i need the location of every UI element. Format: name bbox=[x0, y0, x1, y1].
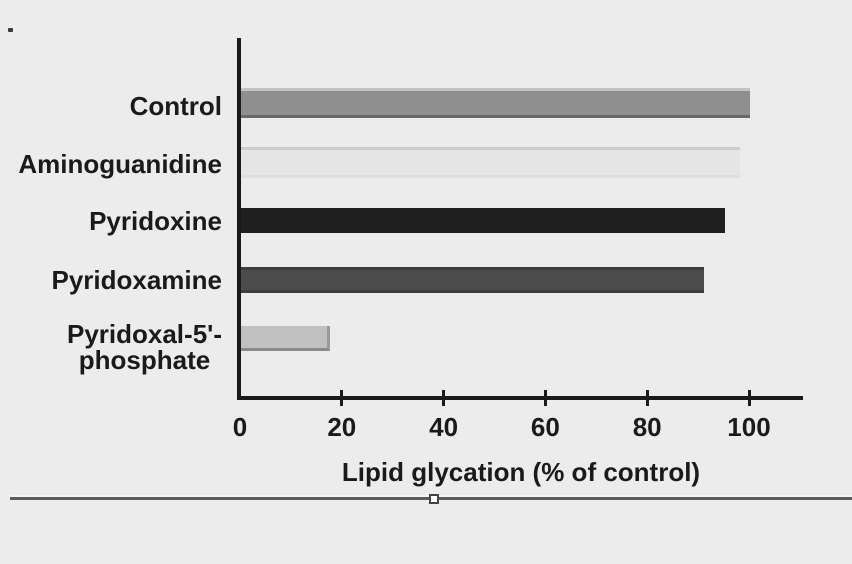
x-tick-mark-20 bbox=[340, 390, 344, 406]
category-label-text: Pyridoxine bbox=[89, 206, 222, 236]
x-tick-label-0: 0 bbox=[232, 412, 248, 442]
x-axis-line bbox=[237, 396, 803, 400]
category-label-text: Aminoguanidine bbox=[18, 149, 222, 179]
x-tick-mark-100 bbox=[747, 390, 751, 406]
bar-pyridoxal-5-phosphate bbox=[241, 325, 330, 351]
category-label-text: Pyridoxamine bbox=[51, 265, 222, 295]
y-axis-line bbox=[237, 38, 241, 400]
x-tick-mark-40 bbox=[442, 390, 446, 406]
category-label-text: Pyridoxal-5'- phosphate bbox=[66, 319, 222, 375]
x-tick-label-20: 20 bbox=[327, 412, 357, 442]
bar-pyridoxine bbox=[241, 207, 725, 233]
category-label-pyridoxine: Pyridoxine bbox=[0, 208, 222, 234]
x-tick-label-40: 40 bbox=[429, 412, 459, 442]
category-label-pyridoxamine: Pyridoxamine bbox=[0, 267, 222, 293]
bar-control bbox=[241, 88, 750, 118]
bar-pyridoxamine bbox=[241, 267, 704, 293]
x-tick-mark-80 bbox=[645, 390, 649, 406]
x-tick-label-60: 60 bbox=[530, 412, 560, 442]
selection-handle[interactable] bbox=[429, 494, 439, 504]
category-label-control: Control bbox=[0, 93, 222, 119]
category-label-pyridoxal-5-phosphate: Pyridoxal-5'- phosphate bbox=[0, 321, 222, 373]
x-tick-mark-60 bbox=[543, 390, 547, 406]
category-label-text: Control bbox=[129, 91, 222, 121]
category-label-aminoguanidine: Aminoguanidine bbox=[0, 151, 222, 177]
x-tick-label-80: 80 bbox=[632, 412, 662, 442]
stray-mark-artifact bbox=[8, 28, 13, 32]
x-tick-label-100: 100 bbox=[727, 412, 771, 442]
x-axis-title: Lipid glycation (% of control) bbox=[341, 457, 701, 487]
bar-aminoguanidine bbox=[241, 146, 740, 178]
